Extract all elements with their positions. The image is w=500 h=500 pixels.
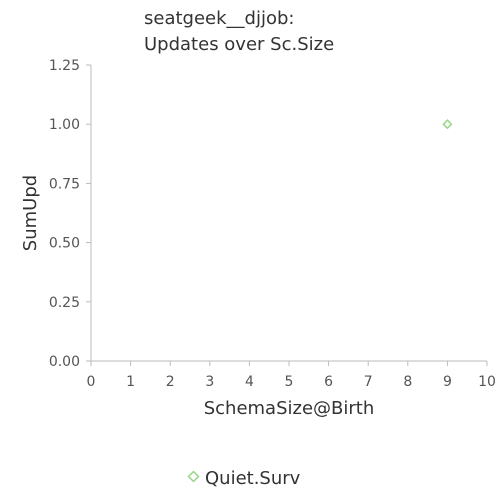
y-tick-label: 0.00 (49, 354, 80, 370)
x-tick-label: 8 (403, 374, 412, 390)
x-axis-label: SchemaSize@Birth (204, 398, 375, 419)
data-point (442, 119, 453, 130)
y-axis-ticks: 0.00 0.25 0.50 0.75 1.00 1.25 (49, 58, 91, 370)
y-tick-label: 0.75 (49, 176, 80, 192)
y-axis-label: SumUpd (20, 175, 41, 251)
x-tick-label: 7 (364, 374, 373, 390)
x-tick-label: 5 (285, 374, 294, 390)
chart-title-line-1: seatgeek__djjob: (144, 8, 294, 29)
x-tick-label: 10 (478, 374, 496, 390)
legend: Quiet.Surv (187, 468, 301, 489)
x-axis-ticks: 0 1 2 3 4 5 6 7 8 9 10 (87, 361, 496, 390)
legend-marker-icon (187, 470, 200, 483)
x-tick-label: 4 (245, 374, 254, 390)
y-tick-label: 1.25 (49, 58, 80, 74)
y-tick-label: 0.25 (49, 295, 80, 311)
x-tick-label: 1 (126, 374, 135, 390)
x-tick-label: 0 (87, 374, 96, 390)
chart-title-line-2: Updates over Sc.Size (144, 34, 334, 55)
x-tick-label: 9 (443, 374, 452, 390)
legend-label: Quiet.Surv (205, 468, 301, 489)
x-tick-label: 6 (324, 374, 333, 390)
y-tick-label: 1.00 (49, 117, 80, 133)
data-points (442, 119, 453, 130)
y-tick-label: 0.50 (49, 236, 80, 252)
x-tick-label: 2 (166, 374, 175, 390)
x-tick-label: 3 (205, 374, 214, 390)
